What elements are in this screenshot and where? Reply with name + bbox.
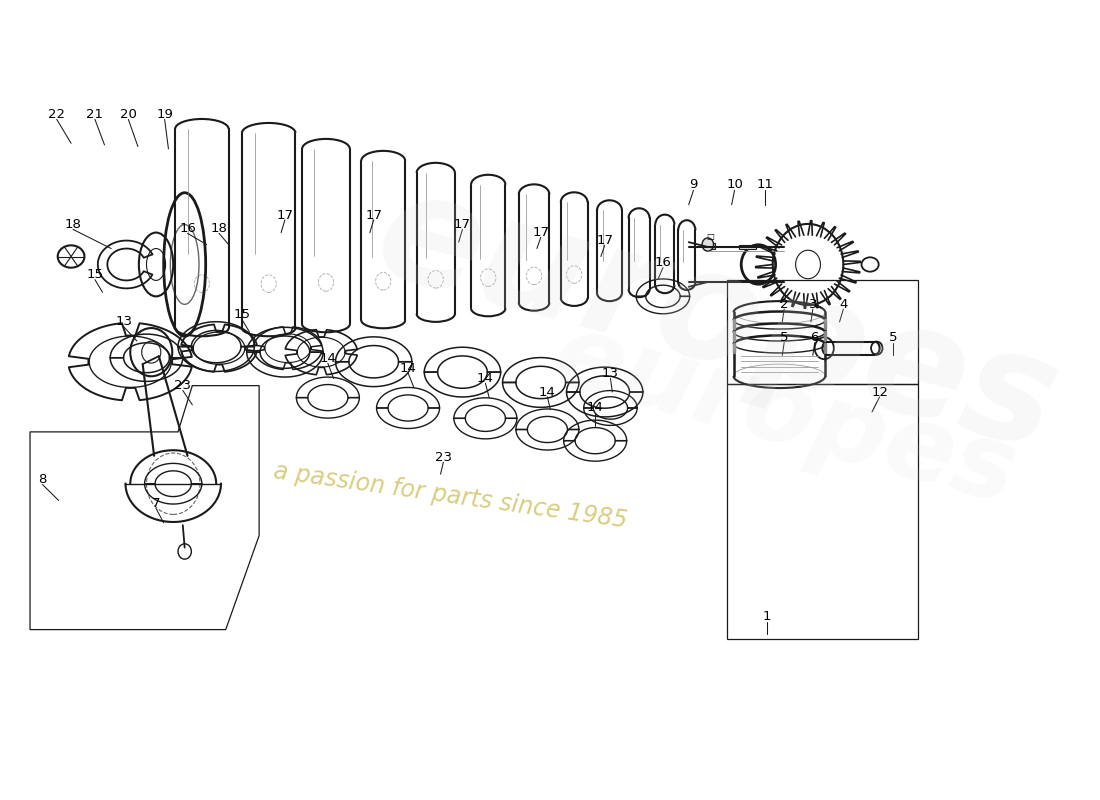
Text: 17: 17	[596, 234, 613, 247]
Polygon shape	[597, 210, 622, 293]
Text: 14: 14	[586, 402, 604, 414]
Text: 5: 5	[889, 331, 898, 344]
Text: 15: 15	[233, 308, 251, 321]
Text: 16: 16	[654, 256, 671, 270]
Text: 14: 14	[319, 352, 337, 365]
Text: 16: 16	[179, 222, 196, 235]
Polygon shape	[519, 194, 549, 302]
Text: 23: 23	[434, 451, 452, 464]
Text: 5: 5	[780, 331, 789, 344]
Bar	[739, 245, 757, 250]
Polygon shape	[361, 161, 405, 320]
Polygon shape	[302, 149, 350, 324]
Text: 4: 4	[839, 298, 848, 311]
Text: 10: 10	[726, 178, 742, 191]
Text: 17: 17	[532, 226, 549, 239]
Polygon shape	[471, 185, 505, 308]
Text: 14: 14	[477, 372, 494, 385]
Text: 8: 8	[39, 474, 46, 486]
Text: 21: 21	[87, 108, 103, 121]
Text: 1: 1	[762, 610, 771, 623]
Text: europes: europes	[362, 158, 1074, 482]
Circle shape	[702, 238, 714, 251]
Bar	[706, 243, 715, 249]
Text: 18: 18	[210, 222, 228, 235]
Text: 6: 6	[811, 331, 818, 344]
Polygon shape	[628, 218, 650, 289]
Text: 13: 13	[116, 315, 132, 328]
Text: 15: 15	[87, 268, 103, 282]
Text: 17: 17	[454, 218, 471, 231]
Text: 20: 20	[120, 108, 136, 121]
Text: 12: 12	[871, 386, 888, 398]
Polygon shape	[561, 202, 587, 298]
Text: 17: 17	[365, 209, 382, 222]
Polygon shape	[656, 225, 674, 286]
Text: 19: 19	[156, 108, 173, 121]
Text: 18: 18	[65, 218, 81, 231]
Polygon shape	[242, 133, 296, 328]
Text: 13: 13	[602, 367, 619, 380]
Text: 11: 11	[757, 178, 773, 191]
Polygon shape	[679, 230, 695, 282]
Text: 14: 14	[539, 386, 556, 398]
Text: 9: 9	[690, 178, 697, 191]
Text: 7: 7	[152, 497, 161, 510]
Circle shape	[795, 250, 821, 278]
Text: a passion for parts since 1985: a passion for parts since 1985	[272, 459, 628, 532]
Text: 23: 23	[174, 379, 191, 392]
Text: 2: 2	[780, 298, 789, 311]
Text: europes: europes	[542, 306, 1026, 526]
Text: 17: 17	[276, 209, 294, 222]
Text: 14: 14	[399, 362, 417, 374]
Text: □: □	[706, 232, 714, 241]
Text: 3: 3	[808, 298, 817, 311]
Polygon shape	[417, 173, 454, 314]
Text: 22: 22	[48, 108, 65, 121]
